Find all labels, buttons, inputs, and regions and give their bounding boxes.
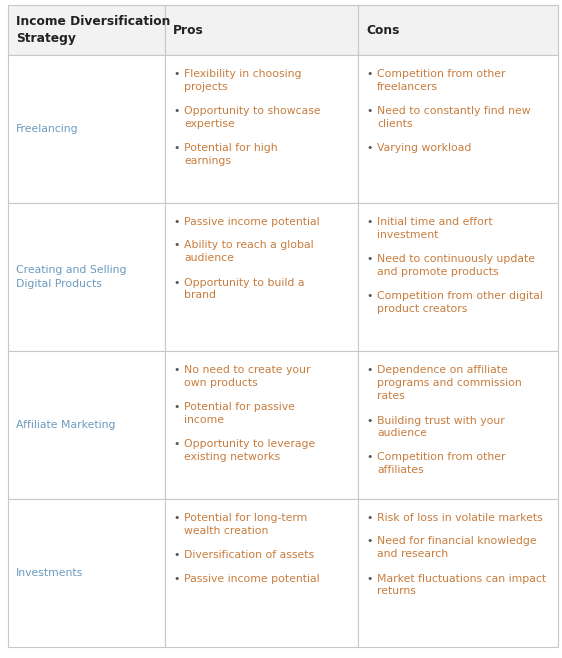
Bar xyxy=(8,203,165,351)
Text: Opportunity to build a
brand: Opportunity to build a brand xyxy=(184,278,305,300)
Text: Need to constantly find new
clients: Need to constantly find new clients xyxy=(377,106,531,129)
Text: •: • xyxy=(173,278,179,288)
Text: •: • xyxy=(366,69,373,79)
Text: Market fluctuations can impact
returns: Market fluctuations can impact returns xyxy=(377,574,546,596)
Text: Affiliate Marketing: Affiliate Marketing xyxy=(16,420,116,430)
Text: •: • xyxy=(366,415,373,426)
Text: Opportunity to showcase
expertise: Opportunity to showcase expertise xyxy=(184,106,321,129)
Bar xyxy=(165,55,358,203)
Text: Varying workload: Varying workload xyxy=(377,143,472,153)
Text: •: • xyxy=(366,453,373,463)
Text: •: • xyxy=(366,536,373,547)
Text: •: • xyxy=(173,513,179,523)
Text: Investments: Investments xyxy=(16,568,83,578)
Text: •: • xyxy=(173,402,179,412)
Text: Potential for passive
income: Potential for passive income xyxy=(184,402,295,425)
Text: •: • xyxy=(173,217,179,227)
Bar xyxy=(358,203,558,351)
Bar xyxy=(8,55,165,203)
Text: •: • xyxy=(173,106,179,116)
Bar xyxy=(358,499,558,647)
Text: •: • xyxy=(366,106,373,116)
Text: No need to create your
own products: No need to create your own products xyxy=(184,365,310,388)
Text: Risk of loss in volatile markets: Risk of loss in volatile markets xyxy=(377,513,543,523)
Text: Passive income potential: Passive income potential xyxy=(184,217,320,227)
Text: Dependence on affiliate
programs and commission
rates: Dependence on affiliate programs and com… xyxy=(377,365,522,401)
Text: •: • xyxy=(173,574,179,584)
Text: Cons: Cons xyxy=(366,24,400,36)
Bar xyxy=(8,499,165,647)
Bar xyxy=(165,203,358,351)
Text: •: • xyxy=(173,241,179,251)
Text: •: • xyxy=(173,550,179,560)
Text: Freelancing: Freelancing xyxy=(16,124,79,134)
Text: •: • xyxy=(366,143,373,153)
Text: •: • xyxy=(366,291,373,301)
Text: •: • xyxy=(173,69,179,79)
Text: Competition from other
affiliates: Competition from other affiliates xyxy=(377,453,505,475)
Text: •: • xyxy=(173,143,179,153)
Text: Passive income potential: Passive income potential xyxy=(184,574,320,584)
Text: •: • xyxy=(366,365,373,375)
Bar xyxy=(165,351,358,499)
Text: •: • xyxy=(366,217,373,227)
Text: Competition from other digital
product creators: Competition from other digital product c… xyxy=(377,291,543,314)
Text: Need for financial knowledge
and research: Need for financial knowledge and researc… xyxy=(377,536,537,559)
Text: Flexibility in choosing
projects: Flexibility in choosing projects xyxy=(184,69,301,92)
Text: •: • xyxy=(173,365,179,375)
Text: •: • xyxy=(173,439,179,449)
Text: •: • xyxy=(366,574,373,584)
Bar xyxy=(8,351,165,499)
Bar xyxy=(165,499,358,647)
Text: Potential for long-term
wealth creation: Potential for long-term wealth creation xyxy=(184,513,307,536)
Text: Opportunity to leverage
existing networks: Opportunity to leverage existing network… xyxy=(184,439,315,462)
Text: •: • xyxy=(366,513,373,523)
Bar xyxy=(165,5,358,55)
Bar xyxy=(358,5,558,55)
Text: Initial time and effort
investment: Initial time and effort investment xyxy=(377,217,493,240)
Text: •: • xyxy=(366,254,373,264)
Bar xyxy=(358,55,558,203)
Text: Need to continuously update
and promote products: Need to continuously update and promote … xyxy=(377,254,535,277)
Text: Competition from other
freelancers: Competition from other freelancers xyxy=(377,69,505,92)
Text: Ability to reach a global
audience: Ability to reach a global audience xyxy=(184,241,314,263)
Text: Building trust with your
audience: Building trust with your audience xyxy=(377,415,505,438)
Text: Pros: Pros xyxy=(173,24,204,36)
Bar xyxy=(358,351,558,499)
Text: Diversification of assets: Diversification of assets xyxy=(184,550,314,560)
Bar xyxy=(8,5,165,55)
Text: Income Diversification
Strategy: Income Diversification Strategy xyxy=(16,15,170,45)
Text: Potential for high
earnings: Potential for high earnings xyxy=(184,143,278,166)
Text: Creating and Selling
Digital Products: Creating and Selling Digital Products xyxy=(16,265,126,289)
